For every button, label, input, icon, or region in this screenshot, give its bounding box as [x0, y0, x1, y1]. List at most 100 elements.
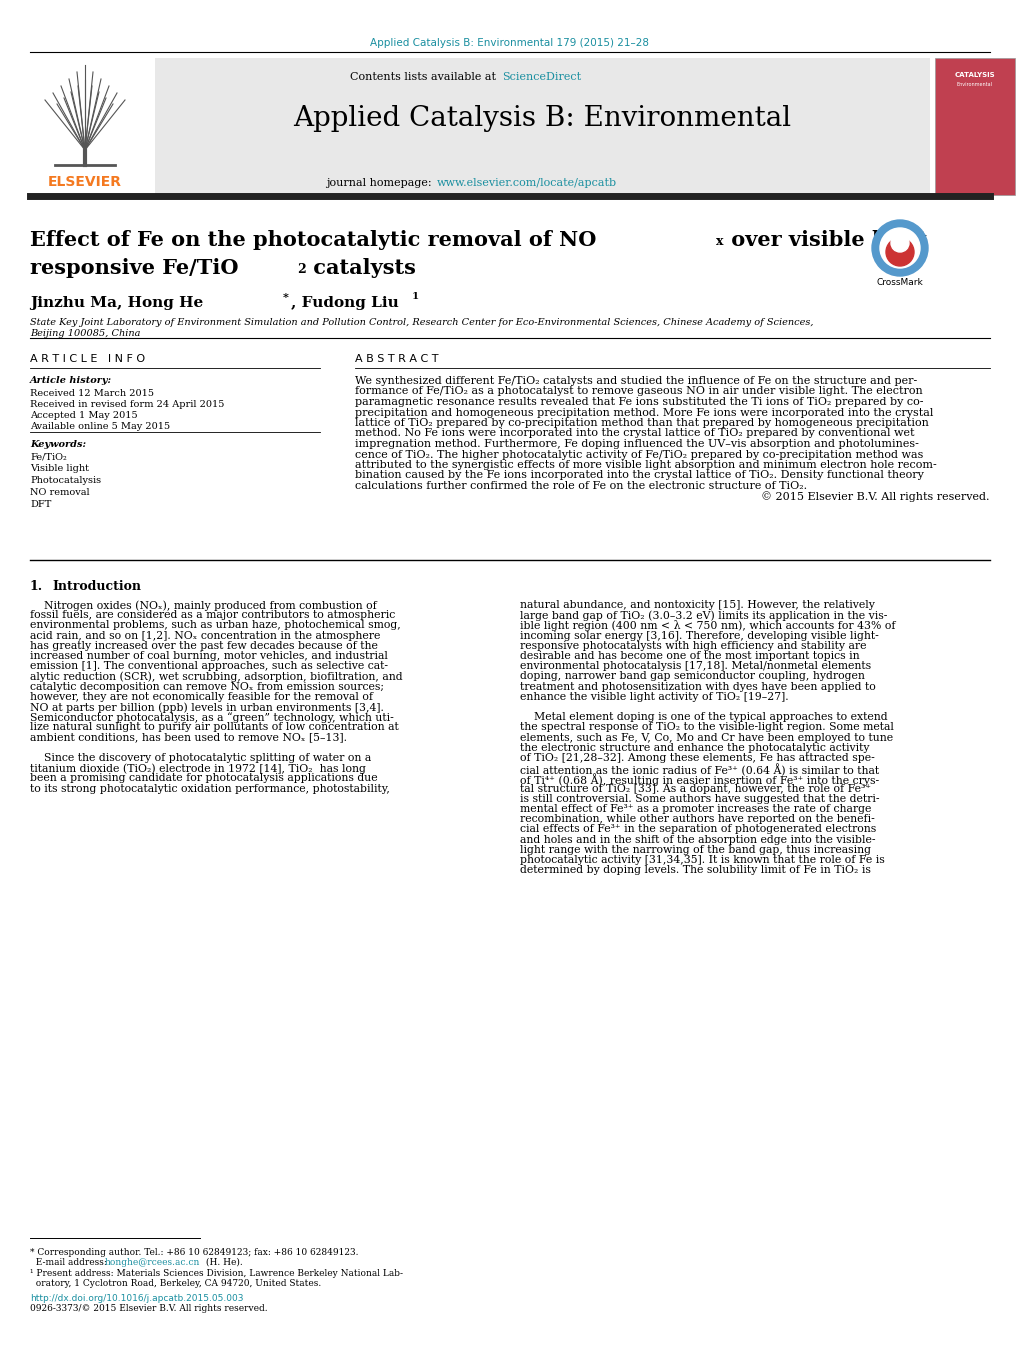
Text: We synthesized different Fe/TiO₂ catalysts and studied the influence of Fe on th: We synthesized different Fe/TiO₂ catalys…: [355, 376, 916, 386]
Text: lattice of TiO₂ prepared by co-precipitation method than that prepared by homoge: lattice of TiO₂ prepared by co-precipita…: [355, 417, 928, 428]
Text: precipitation and homogeneous precipitation method. More Fe ions were incorporat: precipitation and homogeneous precipitat…: [355, 408, 932, 417]
Text: (H. He).: (H. He).: [203, 1258, 243, 1267]
Text: desirable and has become one of the most important topics in: desirable and has become one of the most…: [520, 651, 859, 661]
Text: formance of Fe/TiO₂ as a photocatalyst to remove gaseous NO in air under visible: formance of Fe/TiO₂ as a photocatalyst t…: [355, 386, 922, 396]
Text: responsive photocatalysts with high efficiency and stability are: responsive photocatalysts with high effi…: [520, 640, 866, 651]
Text: impregnation method. Furthermore, Fe doping influenced the UV–vis absorption and: impregnation method. Furthermore, Fe dop…: [355, 439, 918, 449]
Text: Jinzhu Ma, Hong He: Jinzhu Ma, Hong He: [30, 296, 203, 309]
Text: A B S T R A C T: A B S T R A C T: [355, 354, 438, 363]
Text: and holes and in the shift of the absorption edge into the visible-: and holes and in the shift of the absorp…: [520, 835, 874, 844]
Text: fossil fuels, are considered as a major contributors to atmospheric: fossil fuels, are considered as a major …: [30, 611, 395, 620]
Text: the electronic structure and enhance the photocatalytic activity: the electronic structure and enhance the…: [520, 743, 868, 753]
Text: ELSEVIER: ELSEVIER: [48, 176, 122, 189]
Text: mental effect of Fe³⁺ as a promoter increases the rate of charge: mental effect of Fe³⁺ as a promoter incr…: [520, 804, 870, 815]
Circle shape: [886, 238, 913, 266]
Text: acid rain, and so on [1,2]. NOₓ concentration in the atmosphere: acid rain, and so on [1,2]. NOₓ concentr…: [30, 631, 380, 640]
Text: treatment and photosensitization with dyes have been applied to: treatment and photosensitization with dy…: [520, 682, 875, 692]
Text: Photocatalysis: Photocatalysis: [30, 476, 101, 485]
Text: paramagnetic resonance results revealed that Fe ions substituted the Ti ions of : paramagnetic resonance results revealed …: [355, 397, 922, 407]
Text: titanium dioxide (TiO₂) electrode in 1972 [14], TiO₂  has long: titanium dioxide (TiO₂) electrode in 197…: [30, 763, 366, 774]
Text: oratory, 1 Cyclotron Road, Berkeley, CA 94720, United States.: oratory, 1 Cyclotron Road, Berkeley, CA …: [30, 1279, 321, 1288]
Text: Accepted 1 May 2015: Accepted 1 May 2015: [30, 411, 138, 420]
Text: of Ti⁴⁺ (0.68 Å), resulting in easier insertion of Fe³⁺ into the crys-: of Ti⁴⁺ (0.68 Å), resulting in easier in…: [520, 773, 878, 786]
Text: Visible light: Visible light: [30, 463, 89, 473]
Text: Fe/TiO₂: Fe/TiO₂: [30, 453, 66, 461]
Text: , Fudong Liu: , Fudong Liu: [290, 296, 398, 309]
Text: Environmental: Environmental: [956, 82, 993, 86]
Text: 0926-3373/© 2015 Elsevier B.V. All rights reserved.: 0926-3373/© 2015 Elsevier B.V. All right…: [30, 1304, 267, 1313]
Text: ¹ Present address: Materials Sciences Division, Lawrence Berkeley National Lab-: ¹ Present address: Materials Sciences Di…: [30, 1269, 403, 1278]
Circle shape: [891, 234, 908, 253]
Text: cence of TiO₂. The higher photocatalytic activity of Fe/TiO₂ prepared by co-prec: cence of TiO₂. The higher photocatalytic…: [355, 450, 922, 459]
Text: has greatly increased over the past few decades because of the: has greatly increased over the past few …: [30, 640, 377, 651]
Bar: [934, 58, 1014, 195]
Text: elements, such as Fe, V, Co, Mo and Cr have been employed to tune: elements, such as Fe, V, Co, Mo and Cr h…: [520, 732, 893, 743]
Text: cial effects of Fe³⁺ in the separation of photogenerated electrons: cial effects of Fe³⁺ in the separation o…: [520, 824, 875, 835]
Text: lize natural sunlight to purify air pollutants of low concentration at: lize natural sunlight to purify air poll…: [30, 723, 398, 732]
Text: honghe@rcees.ac.cn: honghe@rcees.ac.cn: [105, 1258, 200, 1267]
Text: photocatalytic activity [31,34,35]. It is known that the role of Fe is: photocatalytic activity [31,34,35]. It i…: [520, 855, 883, 865]
Text: NO removal: NO removal: [30, 488, 90, 497]
Text: www.elsevier.com/locate/apcatb: www.elsevier.com/locate/apcatb: [436, 178, 616, 188]
Text: Keywords:: Keywords:: [30, 440, 86, 449]
Text: Effect of Fe on the photocatalytic removal of NO: Effect of Fe on the photocatalytic remov…: [30, 230, 596, 250]
Text: cial attention as the ionic radius of Fe³⁺ (0.64 Å) is similar to that: cial attention as the ionic radius of Fe…: [520, 763, 878, 775]
Text: ScienceDirect: ScienceDirect: [501, 72, 581, 82]
Text: alytic reduction (SCR), wet scrubbing, adsorption, biofiltration, and: alytic reduction (SCR), wet scrubbing, a…: [30, 671, 403, 682]
Text: © 2015 Elsevier B.V. All rights reserved.: © 2015 Elsevier B.V. All rights reserved…: [761, 492, 989, 503]
Text: * Corresponding author. Tel.: +86 10 62849123; fax: +86 10 62849123.: * Corresponding author. Tel.: +86 10 628…: [30, 1248, 358, 1256]
Text: Article history:: Article history:: [30, 376, 112, 385]
Text: Received 12 March 2015: Received 12 March 2015: [30, 389, 154, 399]
Text: determined by doping levels. The solubility limit of Fe in TiO₂ is: determined by doping levels. The solubil…: [520, 865, 870, 875]
Text: incoming solar energy [3,16]. Therefore, developing visible light-: incoming solar energy [3,16]. Therefore,…: [520, 631, 878, 640]
Text: E-mail address:: E-mail address:: [30, 1258, 110, 1267]
Text: environmental problems, such as urban haze, photochemical smog,: environmental problems, such as urban ha…: [30, 620, 400, 631]
Text: enhance the visible light activity of TiO₂ [19–27].: enhance the visible light activity of Ti…: [520, 692, 788, 701]
Text: attributed to the synergistic effects of more visible light absorption and minim: attributed to the synergistic effects of…: [355, 459, 935, 470]
Text: bination caused by the Fe ions incorporated into the crystal lattice of TiO₂. De: bination caused by the Fe ions incorpora…: [355, 470, 923, 481]
Text: of TiO₂ [21,28–32]. Among these elements, Fe has attracted spe-: of TiO₂ [21,28–32]. Among these elements…: [520, 753, 874, 763]
Text: *: *: [282, 292, 288, 303]
Text: journal homepage:: journal homepage:: [325, 178, 434, 188]
Text: NO at parts per billion (ppb) levels in urban environments [3,4].: NO at parts per billion (ppb) levels in …: [30, 703, 383, 712]
Text: Contents lists available at: Contents lists available at: [351, 72, 499, 82]
Text: large band gap of TiO₂ (3.0–3.2 eV) limits its application in the vis-: large band gap of TiO₂ (3.0–3.2 eV) limi…: [520, 611, 887, 620]
Text: tal structure of TiO₂ [33]. As a dopant, however, the role of Fe³⁺: tal structure of TiO₂ [33]. As a dopant,…: [520, 784, 870, 793]
Text: Available online 5 May 2015: Available online 5 May 2015: [30, 422, 170, 431]
Text: 1: 1: [412, 292, 419, 301]
Text: Metal element doping is one of the typical approaches to extend: Metal element doping is one of the typic…: [520, 712, 887, 723]
Text: Applied Catalysis B: Environmental: Applied Catalysis B: Environmental: [293, 105, 791, 132]
Text: to its strong photocatalytic oxidation performance, photostability,: to its strong photocatalytic oxidation p…: [30, 784, 389, 793]
Text: Since the discovery of photocatalytic splitting of water on a: Since the discovery of photocatalytic sp…: [30, 753, 371, 763]
Text: responsive Fe/TiO: responsive Fe/TiO: [30, 258, 238, 278]
Text: ible light region (400 nm < λ < 750 nm), which accounts for 43% of: ible light region (400 nm < λ < 750 nm),…: [520, 620, 895, 631]
Text: Beijing 100085, China: Beijing 100085, China: [30, 330, 141, 338]
Text: increased number of coal burning, motor vehicles, and industrial: increased number of coal burning, motor …: [30, 651, 387, 661]
Text: State Key Joint Laboratory of Environment Simulation and Pollution Control, Rese: State Key Joint Laboratory of Environmen…: [30, 317, 813, 327]
Text: http://dx.doi.org/10.1016/j.apcatb.2015.05.003: http://dx.doi.org/10.1016/j.apcatb.2015.…: [30, 1294, 244, 1302]
Circle shape: [871, 220, 927, 276]
Text: CATALYSIS: CATALYSIS: [954, 72, 995, 78]
Text: Received in revised form 24 April 2015: Received in revised form 24 April 2015: [30, 400, 224, 409]
Text: A R T I C L E   I N F O: A R T I C L E I N F O: [30, 354, 145, 363]
Text: the spectral response of TiO₂ to the visible-light region. Some metal: the spectral response of TiO₂ to the vis…: [520, 723, 893, 732]
Text: been a promising candidate for photocatalysis applications due: been a promising candidate for photocata…: [30, 773, 377, 784]
Text: Nitrogen oxides (NOₓ), mainly produced from combustion of: Nitrogen oxides (NOₓ), mainly produced f…: [30, 600, 376, 611]
Text: light range with the narrowing of the band gap, thus increasing: light range with the narrowing of the ba…: [520, 844, 870, 855]
Text: however, they are not economically feasible for the removal of: however, they are not economically feasi…: [30, 692, 373, 701]
Text: is still controversial. Some authors have suggested that the detri-: is still controversial. Some authors hav…: [520, 794, 878, 804]
Text: calculations further confirmed the role of Fe on the electronic structure of TiO: calculations further confirmed the role …: [355, 481, 806, 490]
Text: natural abundance, and nontoxicity [15]. However, the relatively: natural abundance, and nontoxicity [15].…: [520, 600, 874, 611]
Text: catalytic decomposition can remove NOₓ from emission sources;: catalytic decomposition can remove NOₓ f…: [30, 682, 383, 692]
Bar: [155, 58, 929, 195]
Text: environmental photocatalysis [17,18]. Metal/nonmetal elements: environmental photocatalysis [17,18]. Me…: [520, 661, 870, 671]
Text: 2: 2: [297, 263, 306, 276]
Text: ambient conditions, has been used to remove NOₓ [5–13].: ambient conditions, has been used to rem…: [30, 732, 346, 743]
Text: over visible light: over visible light: [723, 230, 926, 250]
Text: Applied Catalysis B: Environmental 179 (2015) 21–28: Applied Catalysis B: Environmental 179 (…: [370, 38, 649, 49]
Text: catalysts: catalysts: [306, 258, 416, 278]
Bar: [30, 58, 152, 195]
Text: method. No Fe ions were incorporated into the crystal lattice of TiO₂ prepared b: method. No Fe ions were incorporated int…: [355, 428, 914, 439]
Text: DFT: DFT: [30, 500, 51, 509]
Text: CrossMark: CrossMark: [875, 278, 922, 286]
